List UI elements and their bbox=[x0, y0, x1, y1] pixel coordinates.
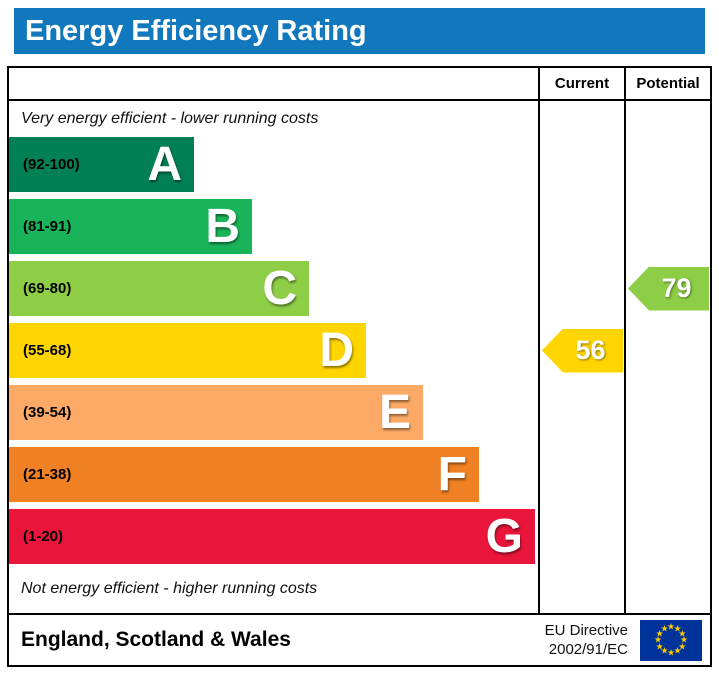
current-value: 56 bbox=[575, 335, 606, 365]
band-letter: A bbox=[147, 137, 182, 191]
chart-box: Current Potential Very energy efficient … bbox=[7, 66, 712, 667]
bars-column: Very energy efficient - lower running co… bbox=[9, 101, 538, 613]
band-bar-b: (81-91) B bbox=[9, 199, 252, 254]
potential-column-header: Potential bbox=[624, 68, 710, 99]
band-row-e: (39-54) E bbox=[9, 385, 538, 440]
band-row-f: (21-38) F bbox=[9, 447, 538, 502]
band-bar-d: (55-68) D bbox=[9, 323, 366, 378]
band-letter: B bbox=[205, 199, 240, 253]
chart-header: Current Potential bbox=[9, 68, 710, 101]
band-letter: E bbox=[378, 385, 411, 439]
eu-directive-label: EU Directive 2002/91/EC bbox=[545, 621, 628, 660]
band-bar-g: (1-20) G bbox=[9, 509, 535, 564]
current-indicator: 56 bbox=[542, 328, 623, 373]
band-bar-a: (92-100) A bbox=[9, 137, 194, 192]
eu-flag-icon: ★ ★ ★ ★ ★ ★ ★ ★ ★ ★ ★ ★ bbox=[640, 619, 702, 661]
chart-footer: England, Scotland & Wales EU Directive 2… bbox=[9, 613, 710, 665]
flag-star: ★ bbox=[666, 621, 676, 632]
band-row-g: (1-20) G bbox=[9, 509, 538, 564]
band-range-label: (69-80) bbox=[23, 280, 72, 297]
flag-star: ★ bbox=[666, 647, 676, 658]
band-bar-f: (21-38) F bbox=[9, 447, 479, 502]
flag-star: ★ bbox=[655, 628, 664, 638]
eu-directive-line1: EU Directive bbox=[544, 621, 628, 639]
current-column: 56 bbox=[538, 101, 624, 613]
flag-star: ★ bbox=[673, 623, 682, 634]
flag-star: ★ bbox=[679, 634, 689, 645]
potential-indicator: 79 bbox=[628, 266, 709, 311]
flag-star: ★ bbox=[655, 641, 664, 651]
eu-directive-line2: 2002/91/EC bbox=[548, 641, 628, 658]
title-bar: Energy Efficiency Rating bbox=[14, 8, 705, 54]
band-range-label: (1-20) bbox=[23, 528, 64, 545]
potential-value: 79 bbox=[661, 273, 692, 303]
flag-star: ★ bbox=[660, 645, 669, 656]
top-note: Very energy efficient - lower running co… bbox=[21, 110, 319, 127]
band-bar-c: (69-80) C bbox=[9, 261, 309, 316]
flag-star: ★ bbox=[678, 628, 687, 638]
band-range-label: (92-100) bbox=[23, 156, 80, 173]
region-label: England, Scotland & Wales bbox=[21, 628, 291, 651]
band-row-c: (69-80) C bbox=[9, 261, 538, 316]
flag-star: ★ bbox=[673, 645, 682, 656]
band-range-label: (39-54) bbox=[23, 404, 72, 421]
band-range-label: (55-68) bbox=[23, 342, 72, 359]
chart-main: Very energy efficient - lower running co… bbox=[9, 101, 710, 613]
current-column-header: Current bbox=[538, 68, 624, 99]
band-letter: F bbox=[437, 447, 467, 501]
page-title: Energy Efficiency Rating bbox=[25, 14, 367, 47]
header-spacer bbox=[9, 68, 538, 99]
flag-star: ★ bbox=[653, 634, 663, 645]
band-row-a: (92-100) A bbox=[9, 137, 538, 192]
bands: (92-100) A (81-91) B (69-80) C (55-68) D (39-54)… bbox=[9, 137, 538, 564]
band-letter: C bbox=[262, 261, 297, 315]
band-bar-e: (39-54) E bbox=[9, 385, 423, 440]
potential-column: 79 bbox=[624, 101, 710, 613]
band-range-label: (21-38) bbox=[23, 466, 72, 483]
band-row-b: (81-91) B bbox=[9, 199, 538, 254]
flag-star: ★ bbox=[660, 623, 669, 634]
bottom-note: Not energy efficient - higher running co… bbox=[21, 580, 318, 597]
band-letter: G bbox=[485, 509, 523, 563]
flag-star: ★ bbox=[678, 641, 687, 651]
band-range-label: (81-91) bbox=[23, 218, 72, 235]
band-row-d: (55-68) D bbox=[9, 323, 538, 378]
band-letter: D bbox=[319, 323, 354, 377]
